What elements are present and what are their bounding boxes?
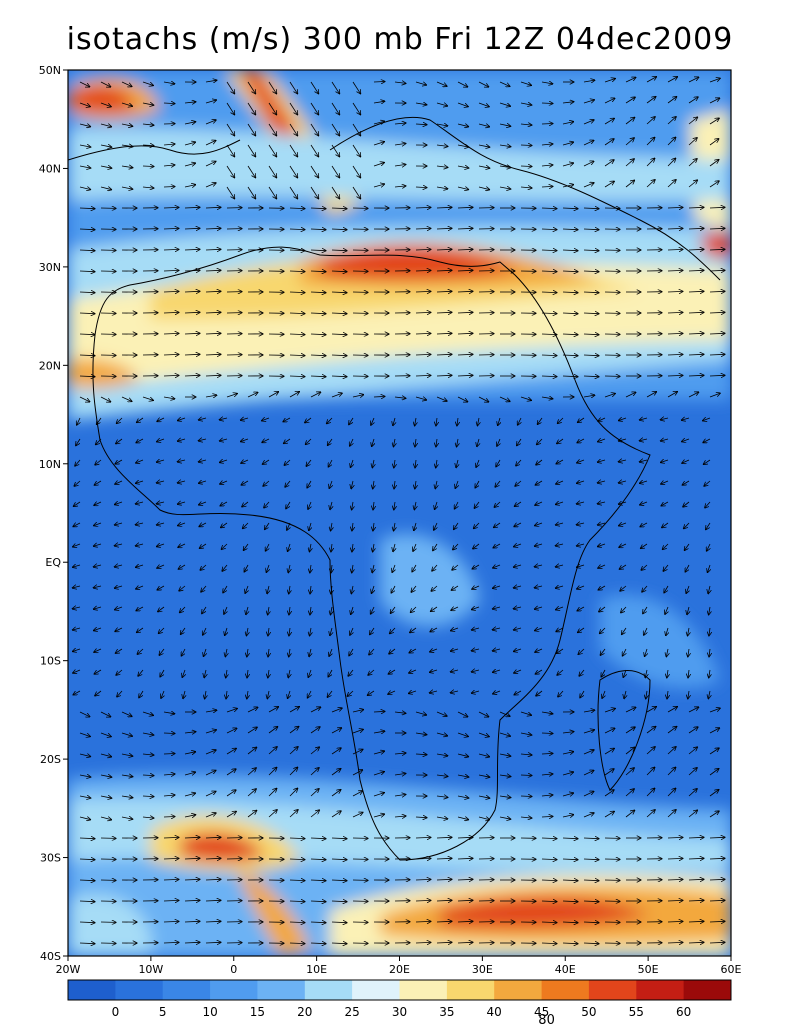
wind-arrow [164,817,175,818]
lat-label: 40N [39,162,61,175]
lat-label: EQ [45,556,61,569]
wind-arrow [542,124,553,125]
colorbar-label: 50 [581,1005,596,1019]
lon-label: 10W [138,963,163,976]
lat-label: 30N [39,261,61,274]
colorbar-swatch [352,980,400,1000]
wind-arrow [164,754,175,755]
colorbar-label: 30 [392,1005,407,1019]
colorbar-swatch [494,980,542,1000]
colorbar-label: 0 [112,1005,120,1019]
lat-label: 10S [40,655,61,668]
colorbar-swatch [684,980,732,1000]
colorbar-swatch [400,980,448,1000]
wind-arrow [164,733,175,734]
lat-label: 40S [40,950,61,963]
colorbar-swatch [447,980,495,1000]
wind-arrow [521,166,532,167]
lon-label: 30E [472,963,493,976]
wind-arrow [164,187,175,188]
lat-label: 30S [40,852,61,865]
colorbar-swatch [210,980,258,1000]
lon-label: 40E [555,963,576,976]
colorbar-swatch [257,980,305,1000]
colorbar-swatch [636,980,684,1000]
colorbar-label: 25 [344,1005,359,1019]
colorbar-label: 55 [629,1005,644,1019]
wind-speed-field [68,70,731,956]
colorbar-swatch [115,980,163,1000]
lon-label: 20W [56,963,81,976]
wind-arrow [521,775,532,776]
colorbar-overlap-label: 80 [538,1013,555,1024]
colorbar-label: 15 [250,1005,265,1019]
colorbar-label: 40 [487,1005,502,1019]
lon-label: 20E [389,963,410,976]
lon-label: 60E [721,963,742,976]
wind-arrow [143,166,154,167]
colorbar-label: 20 [297,1005,312,1019]
colorbar-label: 60 [676,1005,691,1019]
lon-label: 50E [638,963,659,976]
lat-label: 20S [40,753,61,766]
colorbar-swatch [589,980,637,1000]
lat-label: 50N [39,64,61,77]
lon-label: 10E [306,963,327,976]
longitude-axis: 20W 10W 0 10E 20E 30E 40E 50E 60E [56,956,742,976]
colorbar-swatch [163,980,211,1000]
colorbar-label: 35 [439,1005,454,1019]
latitude-axis: 50N 40N 30N 20N 10N EQ 10S 20S 30S 40S [39,64,68,963]
colorbar-label: 5 [159,1005,167,1019]
colorbar-label: 10 [202,1005,217,1019]
lat-label: 10N [39,458,61,471]
wind-arrow [542,103,553,104]
colorbar-swatch [305,980,353,1000]
colorbar-swatch [542,980,590,1000]
wind-arrow [542,733,553,734]
lon-label: 0 [230,963,237,976]
colorbar-swatch [68,980,116,1000]
wind-arrow [521,145,532,146]
lat-label: 20N [39,359,61,372]
wind-arrow [374,82,385,83]
wind-arrow [521,796,532,797]
